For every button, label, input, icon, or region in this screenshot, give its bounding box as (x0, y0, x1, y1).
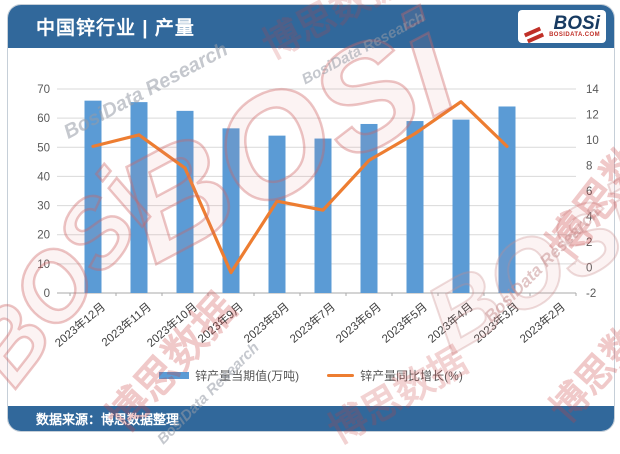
right-axis-label: 8 (586, 161, 592, 173)
right-axis-label: 12 (586, 110, 599, 122)
x-axis-label: 2023年2月 (517, 300, 568, 346)
legend-item-bar: 锌产量当期值(万吨) (159, 367, 299, 384)
legend-label: 锌产量当期值(万吨) (195, 369, 300, 383)
bar (176, 110, 194, 293)
right-axis-label: 0 (586, 263, 592, 275)
x-axis-label: 2023年9月 (195, 300, 246, 346)
bar (314, 138, 332, 293)
page-title: 中国锌行业 | 产量 (36, 18, 195, 39)
right-axis-label: 2 (586, 237, 592, 249)
logo-caption: BOSIDATA.COM (549, 32, 600, 38)
left-axis-label: 50 (37, 142, 50, 154)
legend-item-line: 锌产量同比增长(%) (327, 367, 463, 384)
left-axis-label: 10 (37, 259, 50, 271)
data-source-text: 数据来源：博思数据整理 (36, 412, 180, 427)
report-card: 中国锌行业 | 产量 BOSi BOSIDATA.COM 0 10 20 30 40 50… (7, 4, 615, 432)
combo-chart: 0 10 20 30 40 50 60 70 -2 0 2 4 6 8 10 12 14 2023年12月 2023… (37, 84, 599, 350)
right-axis-label: 10 (586, 135, 599, 147)
bar (130, 102, 148, 293)
x-axis-label: 2023年12月 (52, 300, 108, 350)
x-axis-label: 2023年8月 (241, 300, 292, 346)
chart-area: 0 10 20 30 40 50 60 70 -2 0 2 4 6 8 10 12 14 2023年12月 2023… (8, 48, 614, 406)
trend-line (91, 100, 509, 275)
x-axis-label: 2023年4月 (425, 300, 476, 346)
bar (498, 106, 516, 293)
bar (268, 135, 286, 293)
footer: 数据来源：博思数据整理 (8, 406, 614, 431)
logo-wordmark: BOSi (553, 13, 600, 34)
x-axis-label: 2023年10月 (144, 300, 200, 350)
left-axis-label: 40 (37, 171, 50, 183)
bar (406, 121, 424, 293)
right-axis-label: 6 (586, 186, 592, 198)
bar (452, 119, 470, 293)
chart-legend: 锌产量当期值(万吨) 锌产量同比增长(%) (8, 367, 614, 384)
left-axis-label: 0 (44, 288, 50, 300)
x-axis-label: 2023年3月 (471, 300, 522, 346)
bosi-logo: BOSi BOSIDATA.COM (518, 10, 606, 44)
x-axis-label: 2023年5月 (379, 300, 430, 346)
x-axis-label: 2023年6月 (333, 300, 384, 346)
left-axis-label: 30 (37, 201, 50, 213)
header: 中国锌行业 | 产量 BOSi BOSIDATA.COM (8, 5, 614, 48)
left-axis-label: 60 (37, 113, 50, 125)
legend-label: 锌产量同比增长(%) (360, 369, 463, 383)
bar (222, 128, 240, 293)
bar-swatch-icon (159, 372, 190, 379)
left-axis-label: 70 (37, 84, 50, 96)
bar (84, 100, 102, 294)
bar (360, 123, 378, 293)
right-axis-label: 14 (586, 84, 599, 96)
left-axis-label: 20 (37, 230, 50, 242)
right-axis-label: -2 (586, 288, 596, 300)
right-axis-label: 4 (586, 212, 593, 224)
x-axis-label: 2023年7月 (287, 300, 338, 346)
line-swatch-icon (327, 374, 355, 377)
